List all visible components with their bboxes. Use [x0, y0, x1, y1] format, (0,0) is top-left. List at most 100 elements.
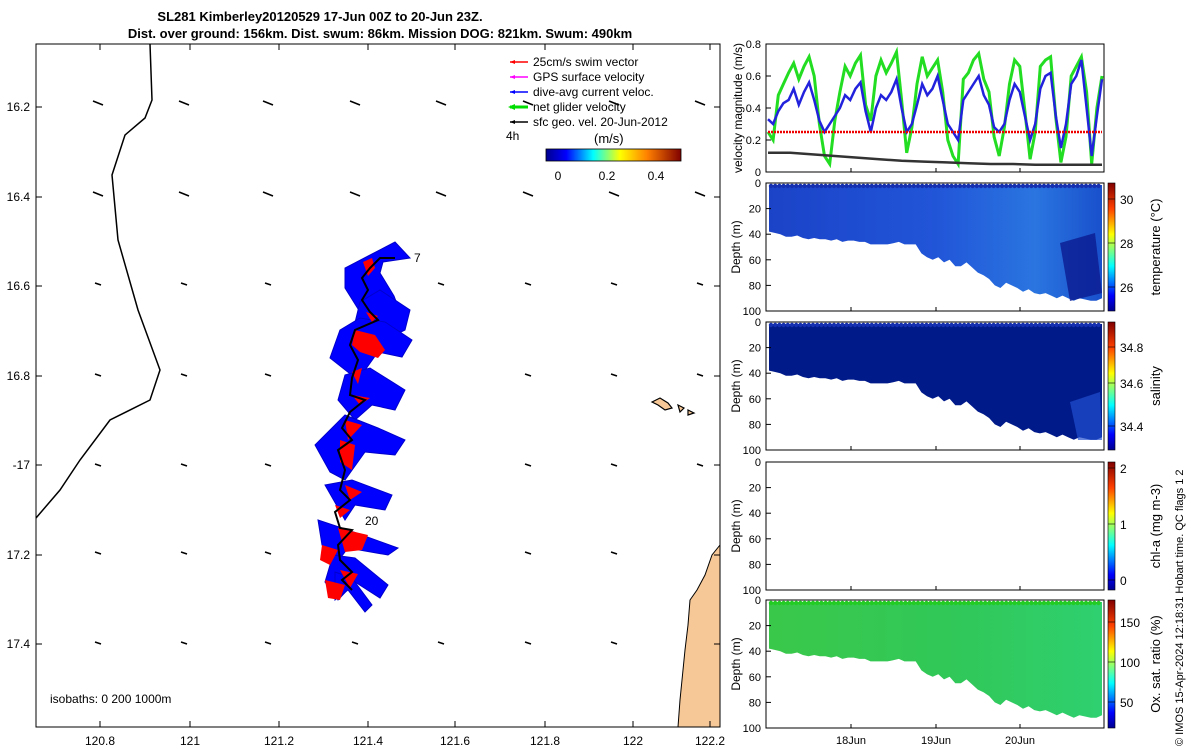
section-y-tick-label: 0 — [755, 178, 761, 190]
geo-arrow — [696, 282, 704, 286]
surface-sample — [1025, 600, 1030, 606]
surface-sample — [857, 322, 862, 328]
track-label-7: 7 — [414, 251, 421, 265]
surface-sample — [773, 322, 778, 328]
surface-sample — [802, 600, 807, 606]
surface-sample — [1020, 322, 1026, 328]
surface-sample — [857, 183, 862, 189]
map-y-tick-label: 16.4 — [7, 190, 31, 204]
surface-sample — [1020, 600, 1026, 606]
surface-sample — [936, 600, 942, 606]
surface-sample — [1096, 183, 1101, 189]
glider-track: 7 20 — [314, 241, 421, 613]
surface-sample — [907, 322, 912, 328]
surface-sample — [840, 183, 845, 189]
surface-sample — [1050, 600, 1055, 606]
surface-sample — [1079, 600, 1085, 606]
surface-sample — [899, 183, 904, 189]
surface-sample — [894, 600, 900, 606]
geo-arrow — [610, 463, 618, 467]
surface-sample — [1054, 322, 1059, 328]
section-panel-3: 0 20 40 60 80 100 Depth (m) 50 100 150 Ox. sat. ra… — [729, 595, 1163, 735]
geo-arrow — [92, 191, 104, 197]
surface-sample — [882, 600, 887, 606]
surface-sample — [1037, 600, 1043, 606]
surface-sample — [974, 183, 979, 189]
section-panel-1: 0 20 40 60 80 100 Depth (m) 34.4 34.6 34.8 salinit… — [729, 317, 1163, 457]
section-y-tick-label: 0 — [755, 595, 761, 607]
surface-sample — [815, 600, 820, 606]
geo-arrow — [435, 100, 447, 106]
section-y-tick-label: 40 — [749, 508, 761, 520]
surface-sample — [798, 183, 803, 189]
surface-sample — [1033, 322, 1038, 328]
surface-sample — [1058, 183, 1064, 189]
surface-sample — [911, 183, 916, 189]
surface-sample — [1050, 322, 1055, 328]
section-y-tick-label: 80 — [749, 280, 761, 292]
surface-sample — [823, 322, 828, 328]
section-ylabel: Depth (m) — [729, 220, 743, 273]
surface-sample — [844, 600, 849, 606]
surface-sample — [941, 600, 946, 606]
geo-arrow — [610, 641, 618, 645]
velocity-panel: velocity magnitude (m/s) 0 0.2 0.4 0.6 0.8 — [731, 39, 1105, 179]
surface-sample — [878, 600, 883, 606]
surface-sample — [924, 600, 929, 606]
section-y-tick-label: 40 — [749, 368, 761, 380]
velocity-ticks: 0 0.2 0.4 0.6 0.8 — [746, 39, 771, 179]
surface-sample — [810, 183, 816, 189]
surface-sample — [970, 322, 975, 328]
section-y-tick-label: 0 — [755, 457, 761, 469]
surface-sample — [768, 322, 774, 328]
copyright: © IMOS 15-Apr-2024 12:18:31 Hobart time.… — [1174, 469, 1186, 746]
surface-sample — [1012, 600, 1017, 606]
surface-sample — [932, 600, 937, 606]
surface-sample — [1075, 322, 1080, 328]
section-y-tick-label: 100 — [743, 306, 761, 318]
surface-sample — [936, 322, 942, 328]
surface-sample — [781, 183, 786, 189]
surface-sample — [987, 600, 992, 606]
surface-sample — [1083, 600, 1089, 606]
surface-sample — [1067, 600, 1072, 606]
section-data-fill — [769, 185, 1102, 301]
surface-sample — [831, 322, 837, 328]
surface-sample — [1079, 322, 1085, 328]
surface-sample — [1054, 183, 1059, 189]
surface-sample — [983, 183, 988, 189]
geo-arrow — [94, 551, 102, 555]
surface-sample — [886, 322, 891, 328]
geo-arrow — [349, 100, 361, 106]
surface-sample — [894, 183, 900, 189]
surface-sample — [773, 183, 778, 189]
surface-sample — [957, 183, 963, 189]
geo-arrow — [524, 641, 532, 645]
geo-arrow — [264, 641, 272, 645]
surface-sample — [966, 600, 971, 606]
surface-sample — [852, 600, 858, 606]
surface-sample — [1020, 183, 1026, 189]
geo-arrow — [435, 191, 447, 197]
map-x-tick-label: 121.2 — [264, 734, 294, 748]
surface-sample — [1025, 183, 1030, 189]
chart-subtitle: Dist. over ground: 156km. Dist. swum: 86… — [127, 26, 633, 41]
surface-sample — [962, 183, 967, 189]
surface-sample — [886, 600, 891, 606]
surface-sample — [987, 322, 992, 328]
surface-sample — [840, 322, 845, 328]
surface-sample — [1088, 600, 1093, 606]
surface-sample — [1025, 322, 1030, 328]
surface-sample — [869, 600, 874, 606]
geo-arrow — [351, 641, 359, 645]
map-y-tick-label: -17 — [13, 458, 31, 472]
surface-sample — [987, 183, 992, 189]
surface-sample — [861, 600, 866, 606]
colorbar-units: (m/s) — [594, 131, 624, 146]
surface-sample — [915, 322, 921, 328]
section-colorbar-tick: 28 — [1120, 237, 1134, 251]
section-y-tick-label: 100 — [743, 445, 761, 457]
surface-sample — [823, 600, 828, 606]
surface-sample — [1071, 183, 1076, 189]
